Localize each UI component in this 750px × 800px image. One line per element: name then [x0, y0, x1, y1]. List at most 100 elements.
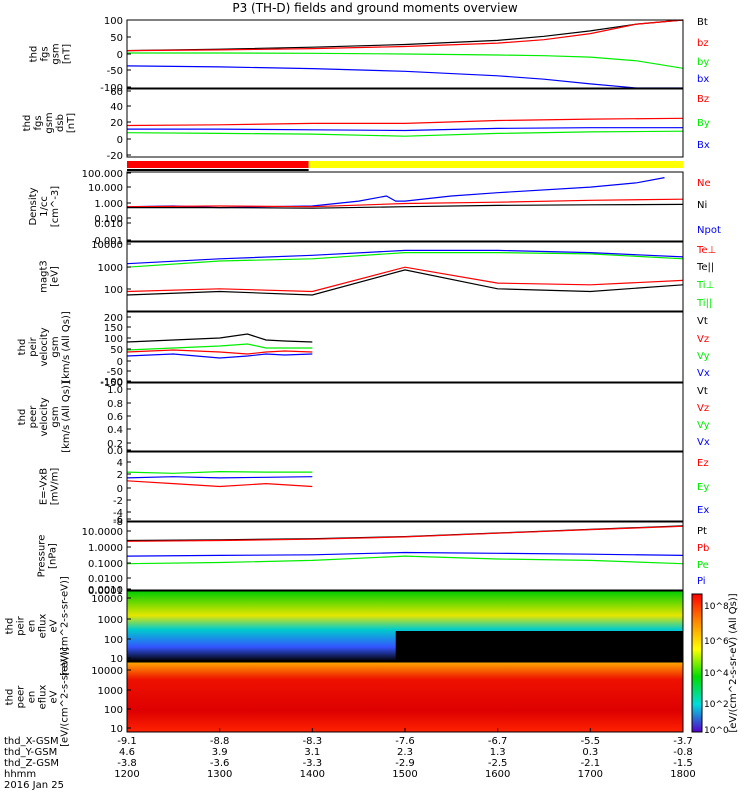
- y-axis-label: eV: [49, 690, 60, 703]
- colorbar-tick-label: 10^6: [704, 637, 729, 647]
- y-tick-label: 1000: [98, 686, 123, 697]
- legend-entry: Vz: [697, 403, 709, 414]
- panel-9: [126, 590, 684, 662]
- y-tick-label: 0.6: [107, 412, 123, 423]
- x-tick-label: -0.8: [673, 747, 693, 758]
- legend-entry: Vx: [697, 368, 710, 379]
- y-tick-label: 100: [104, 285, 123, 296]
- legend-entry: Vz: [697, 334, 709, 345]
- legend-entry: Npot: [697, 225, 721, 236]
- y-tick-label: 1.0: [107, 385, 123, 396]
- series-line-ex: [126, 476, 313, 479]
- colorbar-tick-label: 10^8: [704, 602, 729, 612]
- legend-entry: Ne: [697, 178, 711, 189]
- colorbar-tick-label: 10^4: [704, 669, 729, 679]
- y-tick-label: 100: [104, 334, 123, 345]
- legend-entry: Bx: [697, 140, 710, 151]
- x-tick-label: 1300: [207, 769, 232, 780]
- x-tick-label: 1200: [114, 769, 139, 780]
- plot-title: P3 (TH-D) fields and ground moments over…: [232, 1, 518, 15]
- x-row-label: thd_Y-GSM: [4, 747, 57, 758]
- y-axis-label: [mV/m]: [50, 468, 61, 506]
- y-tick-label: -20: [107, 151, 123, 162]
- legend-entry: Vt: [697, 386, 708, 397]
- y-axis-label: en: [27, 620, 38, 633]
- legend-entry: Te||: [696, 262, 714, 273]
- panel-3: [126, 171, 684, 242]
- panel-frame: [126, 451, 684, 522]
- y-axis-label: Density: [28, 187, 39, 225]
- series-line-ne: [126, 198, 684, 208]
- y-tick-label: 0.0100: [88, 574, 123, 585]
- x-tick-label: -1.5: [673, 758, 693, 769]
- x-tick-label: 1500: [392, 769, 417, 780]
- y-tick-label: 60: [110, 87, 123, 98]
- x-tick-label: 1.3: [490, 747, 506, 758]
- ephemeris-bar-yellow: [308, 161, 683, 168]
- series-line-bt: [126, 19, 684, 52]
- y-axis-label: [km/s (All Qs)]: [61, 381, 72, 453]
- series-line-by: [127, 52, 684, 69]
- y-axis-label: gsm: [51, 43, 62, 64]
- y-tick-label: 10.000: [88, 183, 123, 194]
- colorbar: [691, 593, 703, 733]
- y-tick-label: 0.0001: [88, 586, 123, 597]
- heatmap-fill: [127, 662, 683, 732]
- series-line-ti: [126, 249, 684, 265]
- panel-frame: [126, 88, 684, 158]
- x-tick-label: 1400: [300, 769, 325, 780]
- y-axis-label: thd: [5, 689, 16, 706]
- x-row-label: hhmm: [4, 769, 36, 780]
- y-axis-label: [cm^-3]: [50, 186, 61, 227]
- x-axis-date: 2016 Jan 25: [4, 780, 64, 791]
- y-tick-label: -50: [107, 66, 123, 77]
- legend-entry: Ti⊥: [696, 280, 714, 291]
- series-line-by: [126, 130, 684, 137]
- legend-entry: Pt: [697, 526, 707, 537]
- y-tick-label: -6: [113, 515, 123, 526]
- y-tick-label: -8: [113, 517, 123, 528]
- legend-entry: Pi: [697, 576, 706, 587]
- y-axis-label: thd: [22, 115, 33, 132]
- y-tick-label: -150: [100, 378, 123, 389]
- panel-frame: [126, 311, 684, 383]
- y-axis-label: gsm: [50, 406, 61, 427]
- panel-8: [126, 521, 684, 591]
- y-tick-label: 0.0: [107, 446, 123, 457]
- y-tick-label: 0.010: [94, 219, 123, 230]
- x-tick-label: -3.8: [117, 758, 137, 769]
- series-line-bx: [127, 127, 683, 132]
- y-axis-label: velocity: [39, 327, 50, 366]
- x-tick-label: -2.9: [395, 758, 415, 769]
- legend-entry: by: [697, 57, 709, 68]
- x-tick-label: 0.3: [582, 747, 598, 758]
- x-tick-label: -3.6: [210, 758, 230, 769]
- colorbar-tick-label: 10^0: [704, 726, 729, 736]
- y-axis-label: [nT]: [62, 44, 73, 64]
- y-tick-label: 100.000: [82, 169, 123, 180]
- y-tick-label: 0.100: [94, 214, 123, 225]
- y-tick-label: 0.8: [107, 399, 123, 410]
- legend-entry: Bz: [697, 94, 709, 105]
- x-tick-label: 1800: [670, 769, 695, 780]
- y-axis-label: [eV/(cm^2-s-sr-eV)]: [60, 647, 71, 747]
- y-axis-label: peir: [28, 336, 39, 356]
- panel-6: [126, 382, 684, 452]
- legend-entry: Vy: [697, 351, 710, 362]
- panel-frame: [126, 521, 684, 591]
- y-axis-label: eV: [49, 619, 60, 632]
- series-line-pi: [126, 551, 684, 557]
- y-tick-label: -2: [113, 496, 123, 507]
- legend-entry: Vt: [697, 316, 708, 327]
- y-axis-label: [nPa]: [48, 543, 59, 569]
- colorbar-tick-label: 10^2: [704, 700, 729, 710]
- y-axis-label: gsm: [50, 336, 61, 357]
- y-tick-label: 1.0000: [88, 543, 123, 554]
- series-line-ni: [127, 203, 684, 209]
- series-line-te: [126, 269, 684, 296]
- panel-frame: [126, 171, 684, 242]
- y-axis-label: eflux: [38, 685, 49, 710]
- x-row-label: thd_Z-GSM: [4, 758, 59, 769]
- legend-entry: Ey: [697, 482, 709, 493]
